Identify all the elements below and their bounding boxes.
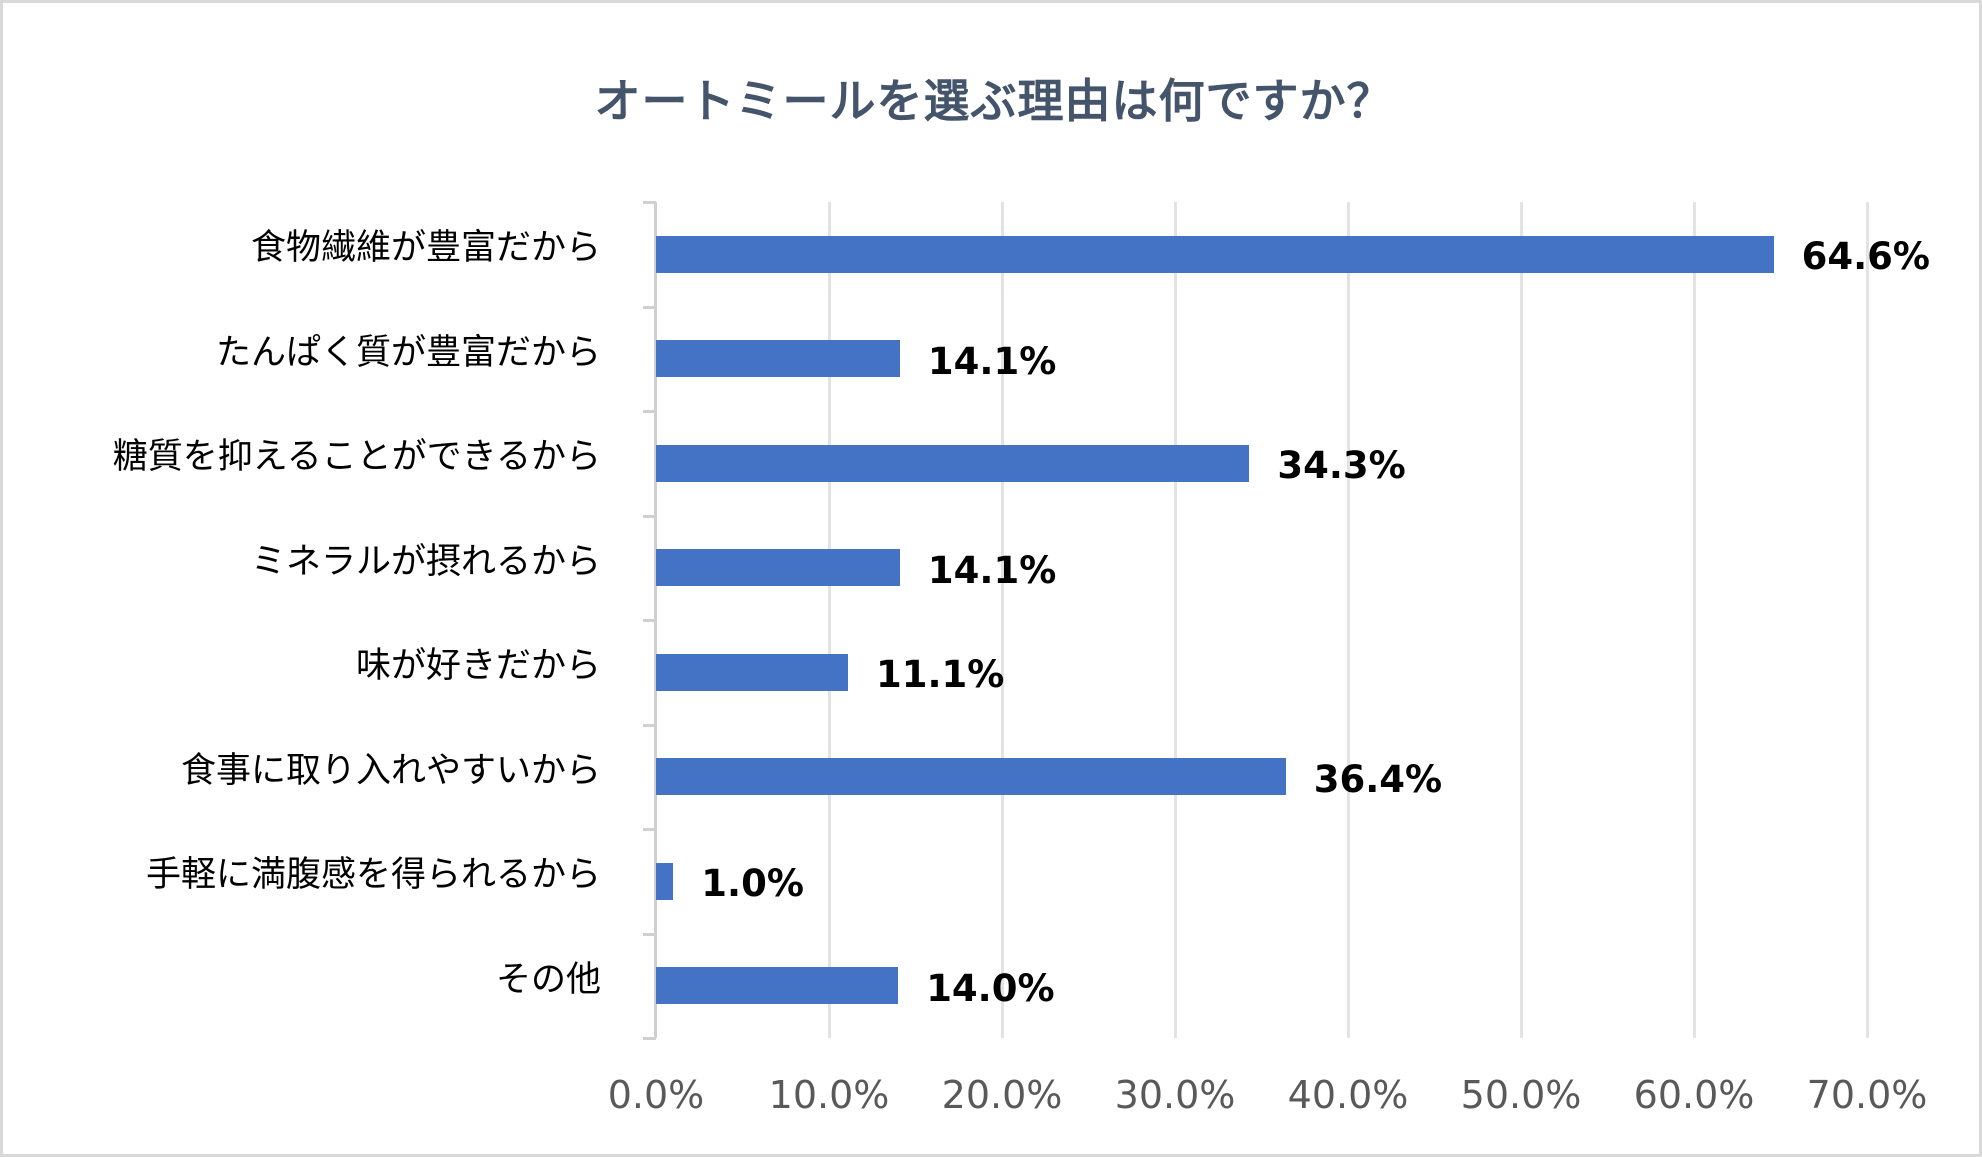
category-label: 食物繊維が豊富だから	[250, 228, 601, 269]
gridline	[1520, 202, 1523, 1038]
bar	[656, 967, 899, 1005]
y-tick-mark	[643, 723, 656, 727]
bar-value-label: 14.1%	[927, 548, 1057, 592]
x-tick-label: 20.0%	[941, 1073, 1063, 1117]
bar	[656, 235, 1774, 273]
gridline	[1347, 202, 1350, 1038]
bar-value-label: 11.1%	[876, 653, 1005, 697]
category-label: 味が好きだから	[355, 646, 601, 687]
gridline	[1174, 202, 1177, 1038]
bar	[656, 862, 674, 900]
bar	[656, 549, 900, 587]
bar-value-label: 34.3%	[1277, 444, 1406, 488]
bar	[656, 653, 849, 691]
gridline	[1693, 202, 1696, 1038]
category-label: 手軽に満腹感を得られるから	[145, 855, 601, 896]
x-tick-label: 70.0%	[1806, 1073, 1928, 1117]
bar-value-label: 64.6%	[1801, 235, 1930, 279]
category-label: 糖質を抑えることができるから	[112, 437, 601, 478]
y-tick-mark	[643, 514, 656, 518]
y-tick-mark	[643, 410, 656, 413]
y-tick-mark	[643, 619, 656, 622]
category-label: 食事に取り入れやすいから	[180, 750, 601, 791]
y-tick-mark	[643, 932, 656, 936]
bar-value-label: 1.0%	[701, 862, 804, 906]
bar-value-label: 14.1%	[927, 339, 1057, 383]
x-tick-label: 50.0%	[1460, 1073, 1582, 1117]
category-label: たんぱく質が豊富だから	[215, 332, 601, 373]
bar-value-label: 14.0%	[926, 966, 1055, 1010]
chart-title: オートミールを選ぶ理由は何ですか？	[594, 74, 1394, 128]
y-tick-mark	[643, 828, 656, 831]
bar-value-label: 36.4%	[1313, 757, 1443, 801]
x-tick-label: 40.0%	[1287, 1073, 1409, 1117]
gridline	[828, 202, 831, 1038]
y-tick-mark	[643, 305, 656, 309]
x-tick-label: 10.0%	[768, 1073, 890, 1117]
plot-area: 64.6% 14.1% 34.3% 14.1% 11.1% 36.4% 1.0% 14.0%	[643, 201, 1930, 1040]
bar	[656, 340, 900, 378]
x-tick-label: 30.0%	[1114, 1073, 1236, 1117]
x-tick-label: 60.0%	[1633, 1073, 1755, 1117]
y-tick-mark	[643, 201, 656, 204]
gridline	[1866, 202, 1869, 1038]
category-label: ミネラルが摂れるから	[250, 541, 601, 582]
bar	[656, 758, 1286, 796]
x-tick-label: 0.0%	[607, 1073, 705, 1117]
category-label: その他	[495, 959, 601, 1000]
bar	[656, 444, 1250, 482]
gridline	[1001, 202, 1004, 1038]
y-tick-mark	[643, 1037, 656, 1040]
